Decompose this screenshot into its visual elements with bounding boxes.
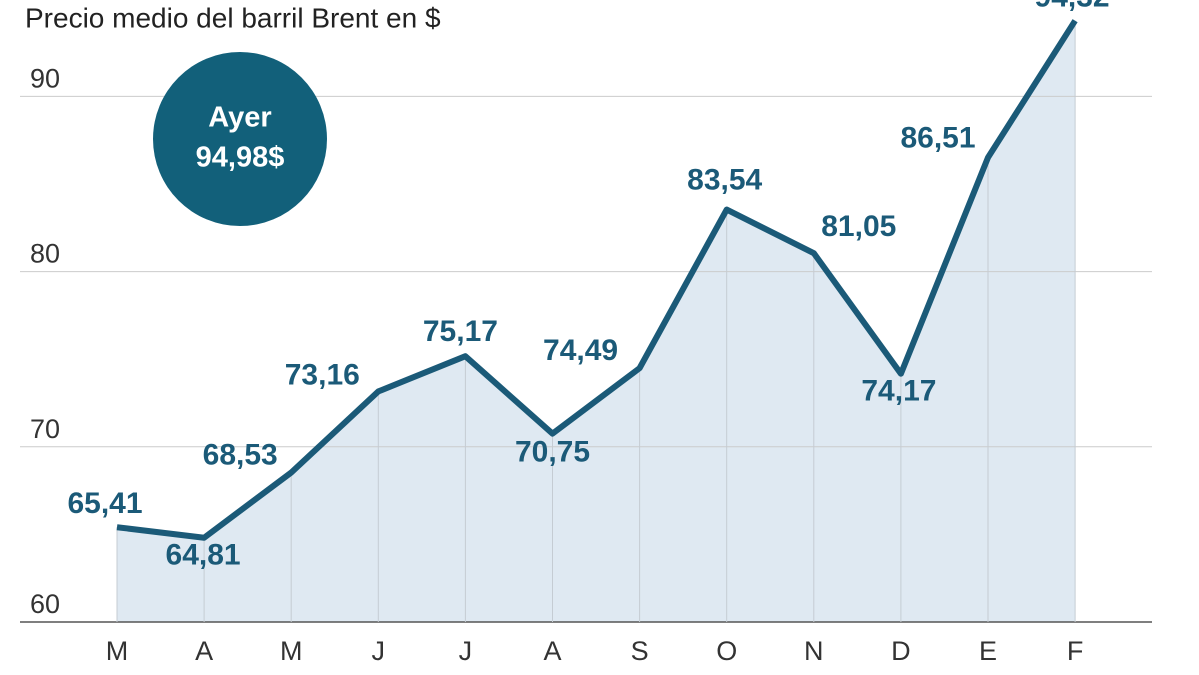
value-label: 81,05	[821, 210, 896, 243]
y-tick-label: 90	[30, 63, 60, 93]
value-label: 65,41	[67, 487, 142, 520]
value-label: 74,49	[543, 334, 618, 367]
x-tick-label: A	[195, 636, 213, 666]
value-label: 68,53	[203, 438, 278, 471]
x-tick-label: S	[631, 636, 649, 666]
value-label: 83,54	[687, 163, 762, 196]
value-label: 86,51	[900, 121, 975, 154]
value-label: 94,32	[1035, 0, 1110, 14]
line	[116, 19, 1078, 541]
x-tick-label: E	[979, 636, 997, 666]
x-tick-label: N	[804, 636, 824, 666]
x-tick-label: J	[459, 636, 473, 666]
chart-title: Precio medio del barril Brent en $	[25, 2, 441, 33]
x-tick-label: O	[716, 636, 737, 666]
y-tick-label: 80	[30, 239, 60, 269]
x-tick-label: J	[372, 636, 386, 666]
value-label: 75,17	[423, 315, 498, 348]
y-tick-label: 60	[30, 589, 60, 619]
y-tick-label: 70	[30, 414, 60, 444]
value-label: 74,17	[861, 375, 936, 408]
area	[117, 20, 1076, 623]
annotation-text: 94,98$	[196, 142, 285, 174]
value-label: 64,81	[166, 539, 241, 572]
x-tick-label: F	[1067, 636, 1084, 666]
annotation-circle	[153, 52, 327, 226]
value-label: 73,16	[285, 358, 360, 391]
x-tick-label: M	[280, 636, 303, 666]
value-label: 70,75	[515, 436, 590, 469]
x-tick-label: A	[543, 636, 561, 666]
annotation-text: Ayer	[208, 102, 271, 134]
x-tick-label: M	[106, 636, 129, 666]
x-tick-label: D	[891, 636, 911, 666]
